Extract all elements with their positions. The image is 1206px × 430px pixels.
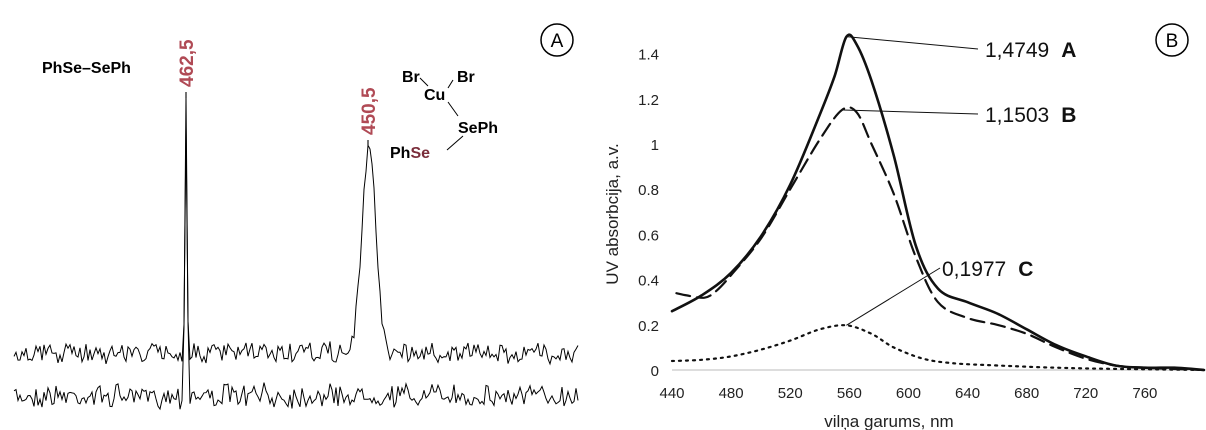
peak-450-label: 450,5 xyxy=(359,87,380,135)
peak-value-b: 1,1503 xyxy=(985,104,1049,127)
x-tick-label: 520 xyxy=(778,385,803,402)
panel-b: B UV absorbcija, a.v. vilņa garums, nm 0… xyxy=(603,23,1206,430)
x-axis-title: vilņa garums, nm xyxy=(824,412,953,430)
series-line-c xyxy=(670,324,1206,372)
peak-annotations: 1,4749 A 1,1503 B 0,1977 C xyxy=(843,36,1076,326)
y-tick-label: 0.6 xyxy=(638,227,659,244)
callout-line-a xyxy=(846,36,979,50)
complex-br-left: Br xyxy=(402,69,420,86)
complex-phse-se: Se xyxy=(410,145,430,162)
panel-a-label: A xyxy=(551,31,564,52)
complex-phse: PhSe xyxy=(390,145,430,162)
y-tick-label: 0.2 xyxy=(638,318,659,335)
complex-cu: Cu xyxy=(424,87,445,104)
x-tick-label: 760 xyxy=(1132,385,1157,402)
series-line-b xyxy=(675,106,1206,372)
panel-b-badge xyxy=(1155,23,1189,57)
x-tick-labels: 440 480 520 560 600 640 680 720 760 xyxy=(659,385,1157,402)
series-name-c: C xyxy=(1018,258,1033,281)
series-name-a: A xyxy=(1061,39,1076,62)
x-tick-label: 640 xyxy=(955,385,980,402)
y-tick-labels: 0 0.2 0.4 0.6 0.8 1 1.2 1.4 xyxy=(638,47,659,380)
complex-structure: Br Br Cu SePh PhSe xyxy=(390,69,498,162)
y-tick-label: 1 xyxy=(651,137,659,154)
callout-line-c xyxy=(846,267,941,326)
complex-br-right: Br xyxy=(457,69,475,86)
complex-phse-ph: Ph xyxy=(390,145,410,162)
y-tick-label: 1.2 xyxy=(638,92,659,109)
peak-value-a: 1,4749 xyxy=(985,39,1049,62)
bond-cu-se xyxy=(447,101,459,117)
x-tick-label: 440 xyxy=(659,385,684,402)
y-tick-label: 1.4 xyxy=(638,47,659,64)
y-tick-label: 0.8 xyxy=(638,182,659,199)
complex-seph: SePh xyxy=(458,120,498,137)
panel-a: A PhSe–SePh 462,5 450,5 Br Br Cu SePh Ph… xyxy=(13,23,579,411)
x-tick-label: 480 xyxy=(719,385,744,402)
x-tick-label: 680 xyxy=(1014,385,1039,402)
series-line-a xyxy=(670,33,1206,372)
peak-value-c: 0,1977 xyxy=(942,258,1006,281)
spectrum-lower xyxy=(13,95,579,411)
y-axis-title: UV absorbcija, a.v. xyxy=(603,143,622,284)
bond-br-cu-right xyxy=(447,79,454,89)
x-tick-label: 600 xyxy=(896,385,921,402)
series-group xyxy=(670,33,1206,372)
panel-a-badge xyxy=(540,23,574,57)
callout-line-b xyxy=(843,109,979,115)
compound-label-diselenide: PhSe–SePh xyxy=(42,60,131,77)
panel-b-label: B xyxy=(1166,31,1179,52)
spectrum-upper xyxy=(13,126,579,366)
series-name-b: B xyxy=(1061,104,1076,127)
bond-se-se xyxy=(446,135,464,151)
y-tick-label: 0 xyxy=(651,363,659,380)
x-tick-label: 560 xyxy=(837,385,862,402)
peak-462-label: 462,5 xyxy=(177,39,198,87)
x-tick-label: 720 xyxy=(1073,385,1098,402)
bond-br-cu-left xyxy=(419,77,429,87)
y-tick-label: 0.4 xyxy=(638,273,659,290)
